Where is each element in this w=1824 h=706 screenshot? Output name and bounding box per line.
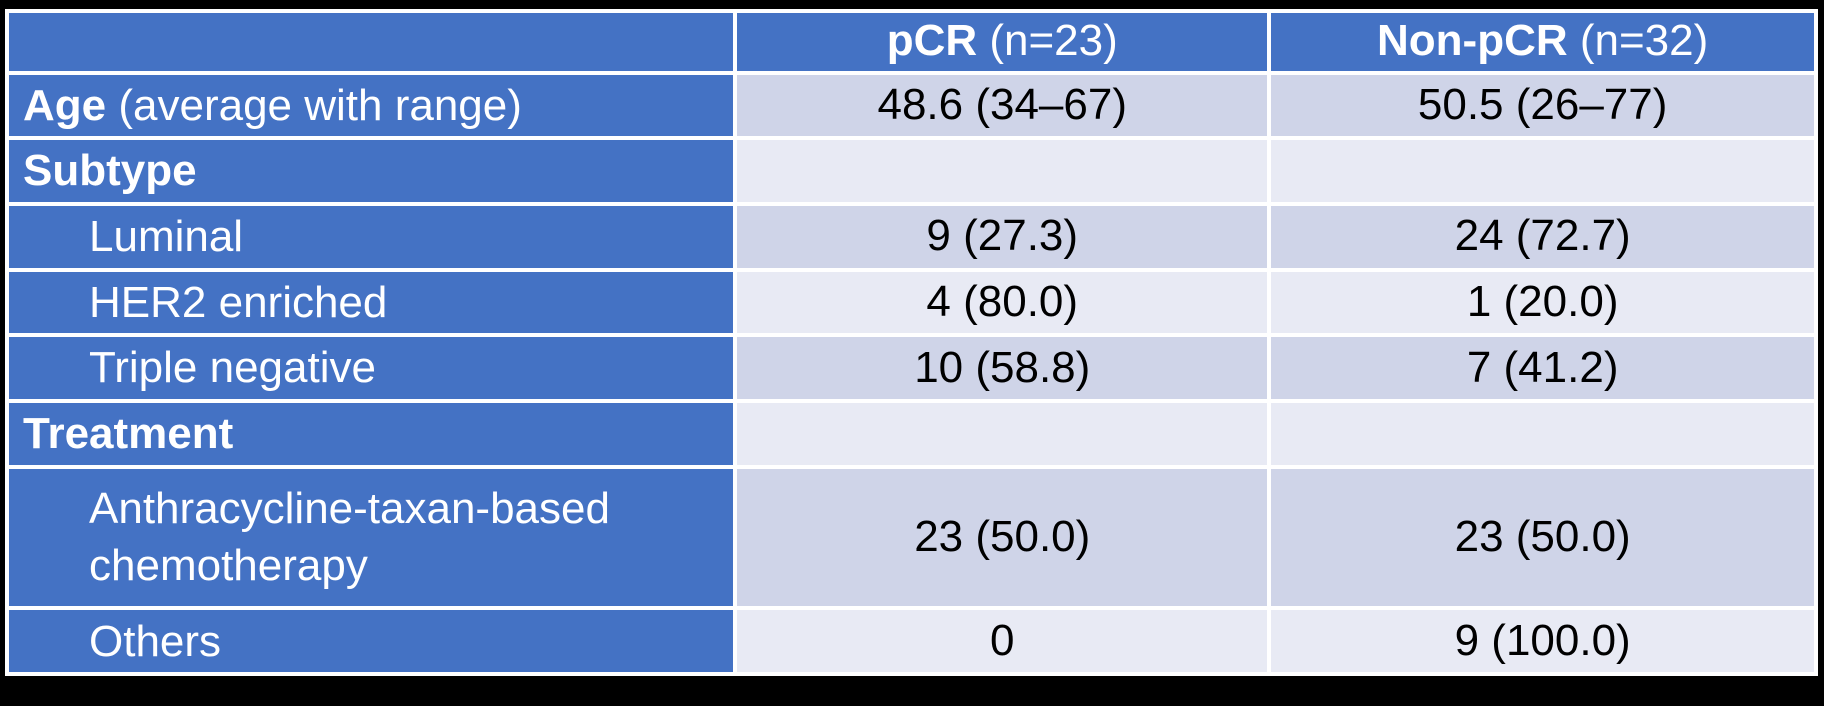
header-nonpcr-label: Non-pCR xyxy=(1377,16,1568,66)
header-cell-nonpcr: Non-pCR (n=32) xyxy=(1271,13,1814,71)
pcr-value-cell: 48.6 (34–67) xyxy=(737,74,1268,137)
pcr-value-cell: 10 (58.8) xyxy=(737,337,1268,399)
pcr-value-cell: 23 (50.0) xyxy=(737,468,1268,607)
nonpcr-value-cell xyxy=(1271,402,1814,465)
table-row-her2: HER2 enriched 4 (80.0) 1 (20.0) xyxy=(9,271,1814,334)
header-cell-empty xyxy=(9,13,734,71)
row-label-cell: Luminal xyxy=(9,205,734,268)
row-label-rest: Anthracycline-taxan-based chemotherapy xyxy=(89,484,610,591)
row-label-strong: Treatment xyxy=(23,409,234,459)
row-label-rest: Triple negative xyxy=(89,343,376,393)
table-row-subtype: Subtype xyxy=(9,140,1814,202)
pcr-value-cell: 4 (80.0) xyxy=(737,271,1268,334)
table-row-triple-negative: Triple negative 10 (58.8) 7 (41.2) xyxy=(9,337,1814,399)
header-pcr-label: pCR xyxy=(886,16,978,66)
nonpcr-value-cell: 7 (41.2) xyxy=(1271,337,1814,399)
header-nonpcr-count: (n=32) xyxy=(1567,16,1709,66)
nonpcr-value-cell: 1 (20.0) xyxy=(1271,271,1814,334)
row-label-cell: HER2 enriched xyxy=(9,271,734,334)
row-label-cell: Anthracycline-taxan-based chemotherapy xyxy=(9,468,734,607)
table-frame: pCR (n=23) Non-pCR (n=32) Age (average w… xyxy=(5,9,1818,676)
table-row-treatment: Treatment xyxy=(9,402,1814,465)
header-pcr-count: (n=23) xyxy=(977,16,1118,66)
nonpcr-value-cell: 23 (50.0) xyxy=(1271,468,1814,607)
nonpcr-value-cell: 50.5 (26–77) xyxy=(1271,74,1814,137)
row-label-cell: Others xyxy=(9,610,734,672)
table-header-row: pCR (n=23) Non-pCR (n=32) xyxy=(9,13,1814,71)
pcr-value-cell xyxy=(737,140,1268,202)
row-label-strong: Subtype xyxy=(23,146,197,196)
row-label-cell: Age (average with range) xyxy=(9,74,734,137)
table-row-age: Age (average with range) 48.6 (34–67) 50… xyxy=(9,74,1814,137)
summary-table: pCR (n=23) Non-pCR (n=32) Age (average w… xyxy=(5,9,1818,676)
nonpcr-value-cell xyxy=(1271,140,1814,202)
pcr-value-cell: 0 xyxy=(737,610,1268,672)
row-label-cell: Subtype xyxy=(9,140,734,202)
row-label-cell: Treatment xyxy=(9,402,734,465)
row-label-rest: HER2 enriched xyxy=(89,277,388,327)
nonpcr-value-cell: 9 (100.0) xyxy=(1271,610,1814,672)
table-row-others: Others 0 9 (100.0) xyxy=(9,610,1814,672)
table-row-luminal: Luminal 9 (27.3) 24 (72.7) xyxy=(9,205,1814,268)
pcr-value-cell xyxy=(737,402,1268,465)
row-label-strong: Age xyxy=(23,80,107,130)
table-row-anthracycline: Anthracycline-taxan-based chemotherapy 2… xyxy=(9,468,1814,607)
row-label-rest: Others xyxy=(89,616,222,666)
row-label-rest: (average with range) xyxy=(106,80,522,130)
row-label-cell: Triple negative xyxy=(9,337,734,399)
nonpcr-value-cell: 24 (72.7) xyxy=(1271,205,1814,268)
pcr-value-cell: 9 (27.3) xyxy=(737,205,1268,268)
header-cell-pcr: pCR (n=23) xyxy=(737,13,1268,71)
row-label-rest: Luminal xyxy=(89,212,244,262)
